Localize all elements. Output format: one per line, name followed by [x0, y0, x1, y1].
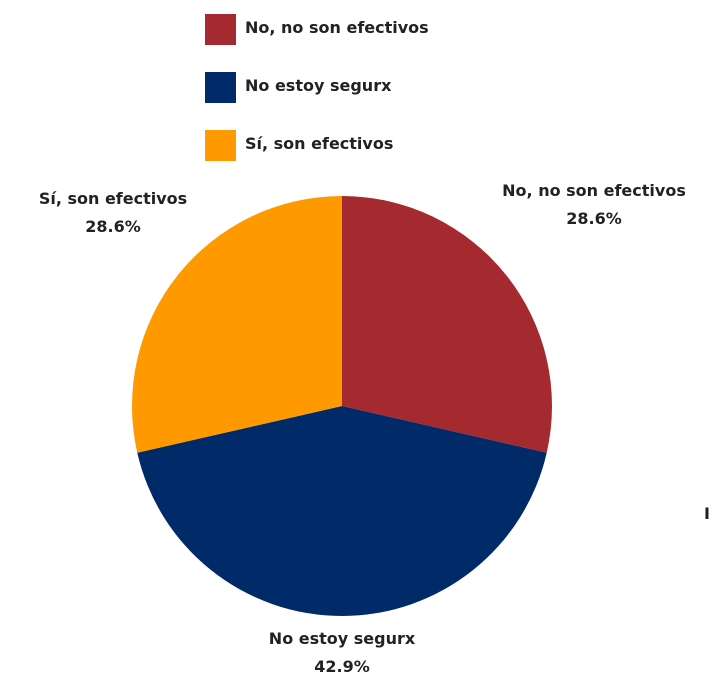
slice-si-efectivos[interactable]: [131, 196, 342, 453]
legend-swatch: [205, 72, 236, 103]
slice-no-efectivos[interactable]: [342, 196, 552, 453]
slice-no-seguro[interactable]: [137, 406, 547, 616]
legend-label: Sí, son efectivos: [245, 134, 394, 153]
legend-swatch: [205, 14, 236, 45]
slice-value-label: 28.6%: [566, 209, 622, 228]
slice-category-label: No estoy segurx: [269, 629, 416, 648]
legend-label: No estoy segurx: [245, 76, 392, 95]
legend-label: No, no son efectivos: [245, 18, 429, 37]
legend-swatch: [205, 130, 236, 161]
clipped-edge-glyph: I: [704, 504, 710, 520]
slice-value-label: 28.6%: [85, 217, 141, 236]
slice-value-label: 42.9%: [314, 657, 370, 676]
slice-category-label: No, no son efectivos: [502, 181, 686, 200]
slice-category-label: Sí, son efectivos: [39, 189, 187, 208]
